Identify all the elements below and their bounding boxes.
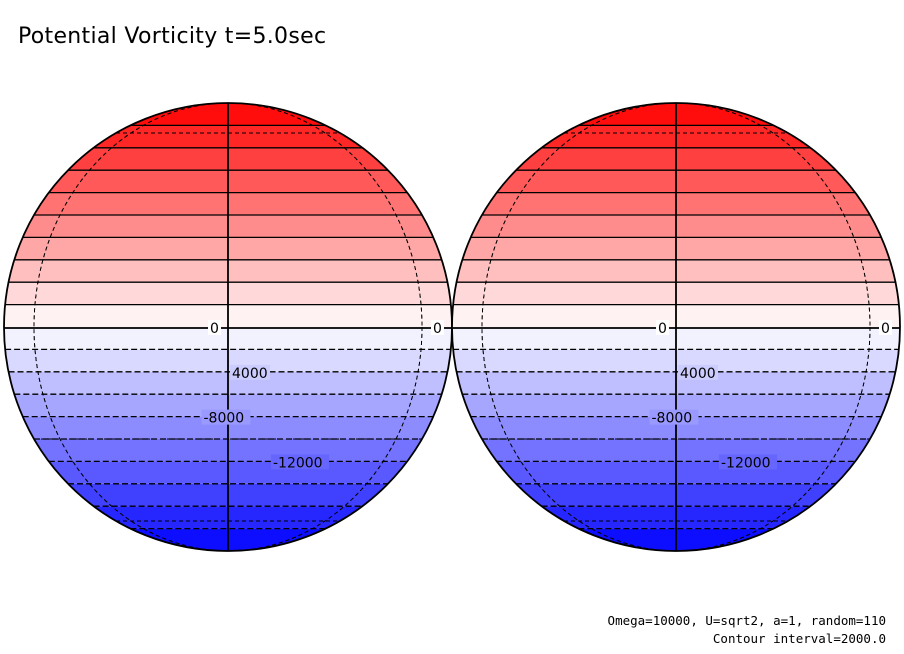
meridian-gridline — [481, 102, 871, 552]
contour-label: 4000 — [232, 366, 268, 382]
plot-title: Potential Vorticity t=5.0sec — [18, 24, 327, 49]
contour-label-bg — [656, 320, 669, 335]
contour-label: 0 — [658, 321, 667, 337]
contour-label-bg — [649, 409, 699, 425]
globe-panel-2: 0 0 4000 -8000 -12000 — [451, 102, 901, 552]
meridian-gridline — [33, 102, 423, 552]
filled-contours — [4, 103, 452, 551]
contour-label: -12000 — [273, 455, 323, 471]
contour-label-bg — [201, 409, 251, 425]
contour-label: 0 — [881, 321, 890, 337]
contour-label: 0 — [433, 321, 442, 337]
contour-label: 0 — [210, 321, 219, 337]
parameters-text: Omega=10000, U=sqrt2, a=1, random=110 — [607, 613, 886, 628]
contour-label-bg — [719, 454, 777, 470]
plot-footer: Omega=10000, U=sqrt2, a=1, random=110 Co… — [608, 612, 886, 648]
contour-label: 4000 — [680, 366, 716, 382]
contour-label: -8000 — [204, 411, 245, 427]
contour-label-bg — [271, 454, 329, 470]
globe-outline — [451, 102, 901, 552]
contour-label-bg — [678, 364, 718, 380]
contour-label-bg — [879, 320, 892, 335]
contour-label-bg — [431, 320, 444, 335]
globe-panel-1: 0 0 4000 -8000 -12000 — [3, 102, 453, 552]
contour-label: -12000 — [721, 455, 771, 471]
contour-label: -8000 — [652, 411, 693, 427]
contour-label-bg — [208, 320, 221, 335]
contour-label-bg — [230, 364, 270, 380]
contour-interval-text: Contour interval=2000.0 — [712, 631, 886, 646]
